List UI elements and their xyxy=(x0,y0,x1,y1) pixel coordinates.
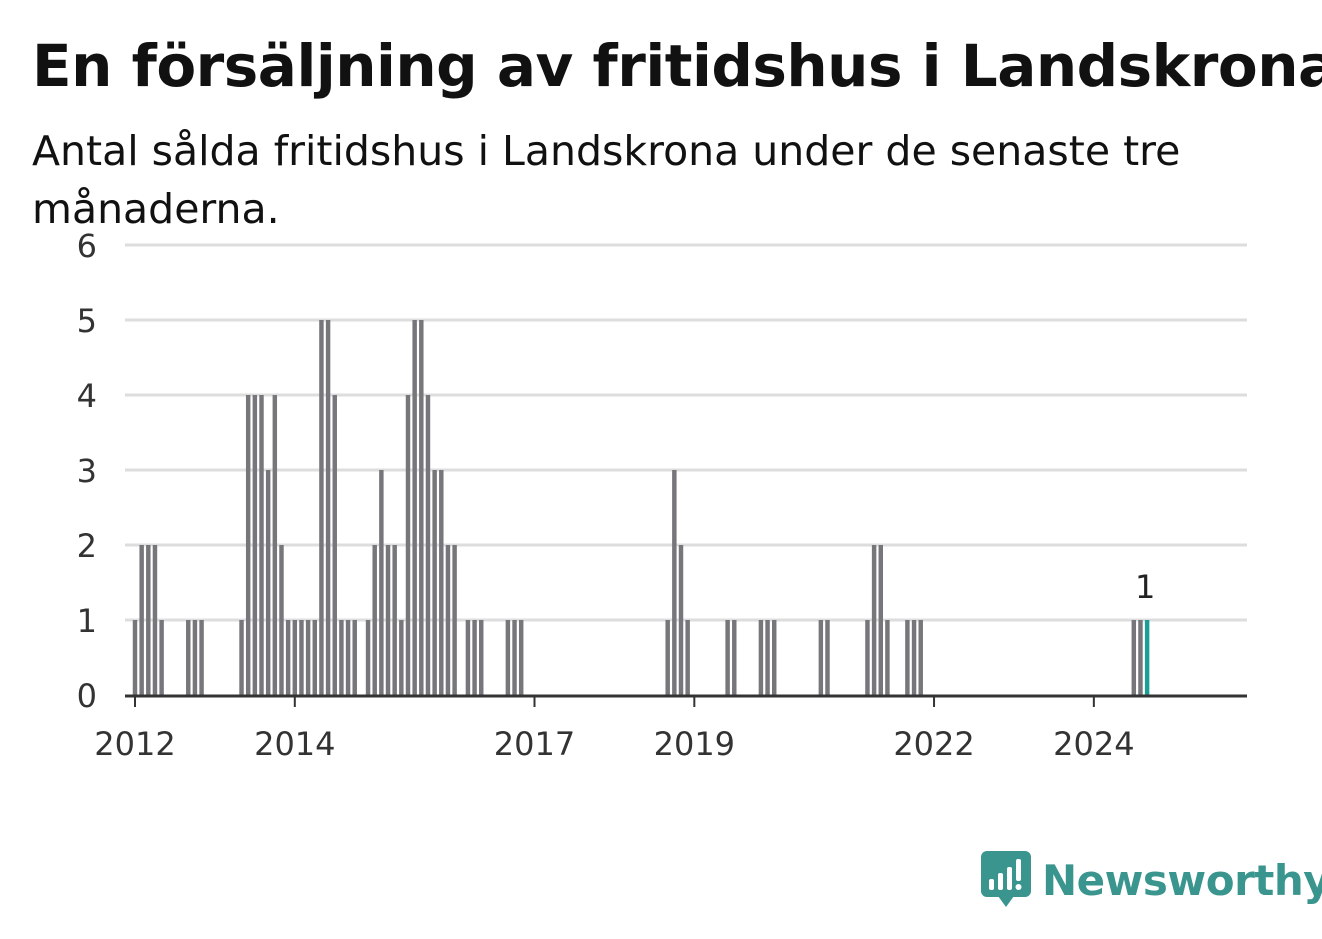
bar xyxy=(678,545,684,695)
x-tick-label: 2014 xyxy=(254,725,335,763)
bar xyxy=(918,620,923,695)
y-tick-label: 1 xyxy=(77,602,97,640)
bar xyxy=(445,545,451,695)
y-tick-label: 4 xyxy=(77,377,97,415)
chart-subtitle: Antal sålda fritidshus i Landskrona unde… xyxy=(32,127,1181,233)
bar xyxy=(771,620,777,695)
bar xyxy=(911,620,917,695)
x-axis-ticks: 2012 2014 2017 2019 2022 2024 xyxy=(94,697,1135,763)
x-tick-label: 2022 xyxy=(893,725,974,763)
bar xyxy=(245,395,251,695)
bar xyxy=(905,620,910,695)
y-axis-ticks: 0 1 2 3 4 5 6 xyxy=(77,227,97,715)
bar xyxy=(272,395,278,695)
bar xyxy=(345,620,351,695)
x-tick-label: 2024 xyxy=(1053,725,1134,763)
bar xyxy=(1131,620,1137,695)
y-tick-label: 5 xyxy=(77,302,97,340)
x-tick-label: 2012 xyxy=(94,725,175,763)
x-tick-label: 2017 xyxy=(494,725,575,763)
bar xyxy=(818,620,824,695)
bar xyxy=(285,620,291,695)
bar xyxy=(765,620,770,695)
y-tick-label: 6 xyxy=(77,227,97,265)
bar xyxy=(132,620,138,695)
bar xyxy=(405,395,411,695)
bar xyxy=(252,395,258,695)
bar xyxy=(758,620,764,695)
bar xyxy=(452,545,457,695)
bar xyxy=(299,620,304,695)
bar xyxy=(425,395,431,695)
bar xyxy=(292,620,298,695)
bar xyxy=(725,620,730,695)
chart-title: En försäljning av fritidshus i Landskron… xyxy=(32,32,1322,100)
bar xyxy=(279,545,284,695)
y-tick-label: 2 xyxy=(77,527,97,565)
bar xyxy=(259,395,264,695)
highlighted-bar xyxy=(1144,620,1150,695)
bar xyxy=(665,620,670,695)
bar xyxy=(312,620,318,695)
bar xyxy=(479,620,484,695)
bar xyxy=(385,545,391,695)
x-tick-label: 2019 xyxy=(654,725,735,763)
bar xyxy=(465,620,471,695)
bar xyxy=(518,620,524,695)
bar xyxy=(325,320,331,695)
bar xyxy=(412,320,417,695)
bar xyxy=(199,620,204,695)
bar xyxy=(159,620,164,695)
bar xyxy=(379,470,384,695)
bar xyxy=(472,620,477,695)
bar xyxy=(192,620,198,695)
y-tick-label: 3 xyxy=(77,452,97,490)
bar xyxy=(399,620,404,695)
bar xyxy=(365,620,371,695)
bar xyxy=(186,620,191,695)
bar xyxy=(352,620,357,695)
bar xyxy=(332,395,337,695)
bar xyxy=(152,545,158,695)
bar xyxy=(239,620,244,695)
bar xyxy=(372,545,377,695)
bar xyxy=(392,545,397,695)
logo-text: Newsworthy xyxy=(1042,855,1322,905)
bar xyxy=(505,620,511,695)
bars xyxy=(132,320,1150,695)
chart-bubble-icon xyxy=(981,851,1031,907)
bar xyxy=(871,545,877,695)
bar xyxy=(419,320,424,695)
bar xyxy=(732,620,737,695)
gridlines xyxy=(125,243,1247,622)
bar xyxy=(139,545,144,695)
bar xyxy=(865,620,870,695)
bar xyxy=(439,470,444,695)
highlight-value-label: 1 xyxy=(1135,568,1155,606)
bar xyxy=(825,620,830,695)
bar xyxy=(885,620,890,695)
bar xyxy=(512,620,517,695)
y-tick-label: 0 xyxy=(77,677,97,715)
bar xyxy=(672,470,677,695)
bar xyxy=(305,620,311,695)
bar xyxy=(1138,620,1143,695)
bar xyxy=(432,470,437,695)
bar xyxy=(878,545,883,695)
bar xyxy=(339,620,344,695)
bar xyxy=(319,320,324,695)
newsworthy-logo: Newsworthy xyxy=(980,848,1322,912)
bar xyxy=(685,620,690,695)
bar xyxy=(265,470,271,695)
bar xyxy=(146,545,151,695)
